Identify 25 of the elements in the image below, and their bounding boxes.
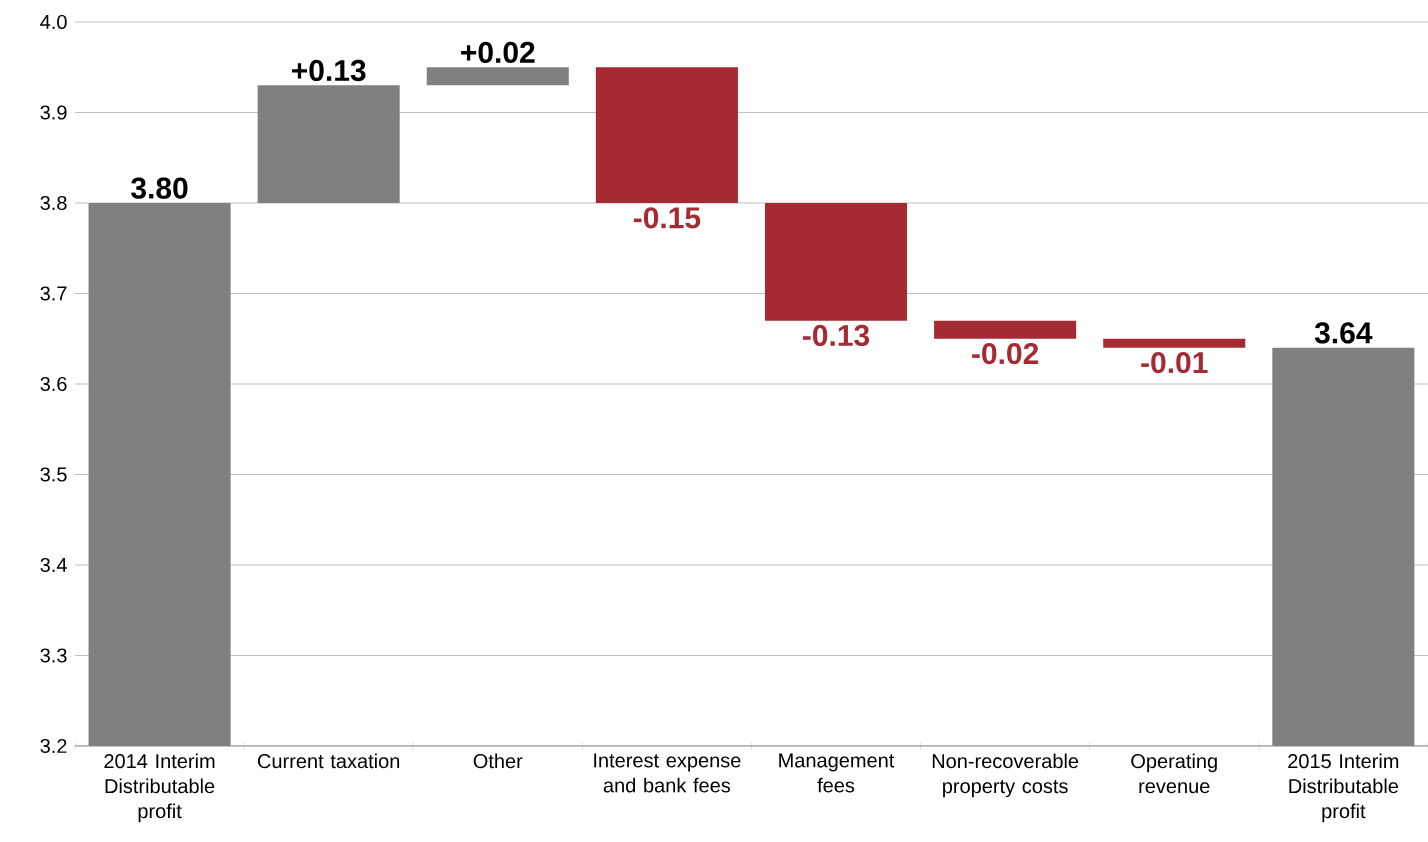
data-label: -0.15 [633, 207, 701, 229]
y-tick-label: 3.9 [40, 105, 67, 120]
y-tick-label: 3.3 [40, 648, 67, 663]
x-tick-label: Current taxation [257, 753, 400, 769]
y-tick-label: 3.6 [40, 376, 67, 392]
data-label: -0.01 [1141, 351, 1208, 374]
data-label: +0.02 [461, 41, 535, 64]
x-tick-label: Interest expense and bank fees [594, 753, 741, 793]
x-tick-label: 2015 Interim Distributable profit [1288, 753, 1399, 823]
y-tick-label: 3.7 [40, 286, 67, 301]
x-tick-label: Management fees [779, 753, 895, 793]
data-label: 3.64 [1314, 322, 1373, 344]
data-label: +0.13 [291, 59, 366, 82]
data-label: -0.02 [972, 342, 1039, 365]
x-tick-label: Non-recoverable property costs [932, 753, 1079, 798]
y-tick-label: 3.8 [40, 195, 67, 211]
y-tick-label: 3.2 [40, 738, 67, 754]
y-tick-label: 3.4 [40, 557, 67, 573]
data-label: -0.13 [803, 324, 870, 347]
x-tick-label: Operating revenue [1131, 753, 1217, 794]
y-tick-label: 3.5 [40, 467, 67, 482]
x-tick-label: Other [473, 753, 523, 769]
y-tick-label: 4.0 [40, 14, 67, 30]
data-label: 3.80 [131, 177, 188, 199]
x-tick-label: 2014 Interim Distributable profit [104, 753, 215, 823]
